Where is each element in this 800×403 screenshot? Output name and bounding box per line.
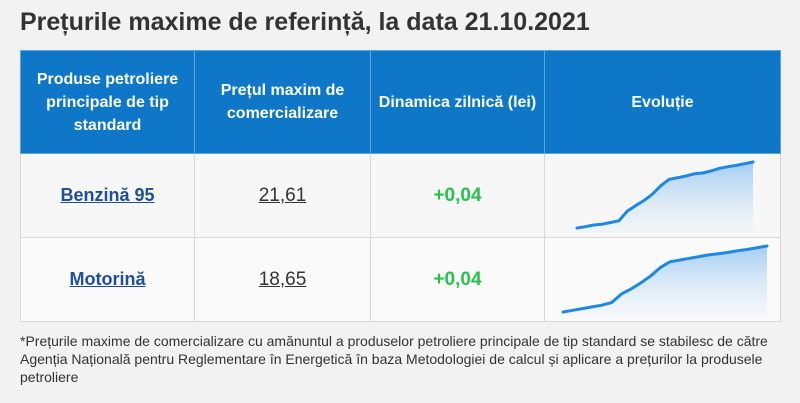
evolution-cell xyxy=(544,153,781,238)
product-cell: Motorină xyxy=(20,237,195,322)
header-evolution: Evoluție xyxy=(544,50,781,154)
header-product: Produse petroliere principale de tip sta… xyxy=(20,50,195,154)
sparkline-benzina-95 xyxy=(575,160,755,232)
evolution-cell xyxy=(544,237,781,322)
delta-cell: +0,04 xyxy=(370,153,545,238)
header-max-price: Prețul maxim de comercializare xyxy=(194,50,371,154)
daily-change-benzina-95: +0,04 xyxy=(433,184,482,206)
page-title: Prețurile maxime de referință, la data 2… xyxy=(20,8,590,36)
daily-change-motorina: +0,04 xyxy=(433,268,482,290)
header-daily-change: Dinamica zilnică (lei) xyxy=(370,50,545,154)
table-header-row: Produse petroliere principale de tip sta… xyxy=(20,50,781,154)
product-link-motorina[interactable]: Motorină xyxy=(69,269,146,289)
sparkline-area xyxy=(563,246,767,316)
footnote: *Prețurile maxime de comercializare cu a… xyxy=(20,333,768,385)
sparkline-motorina xyxy=(561,244,769,316)
product-link-benzina-95[interactable]: Benzină 95 xyxy=(60,185,155,205)
sparkline-area xyxy=(577,162,753,232)
price-cell: 21,61 xyxy=(194,153,371,238)
sparkline-line xyxy=(575,160,755,230)
table-row: Benzină 95 21,61 +0,04 xyxy=(20,153,781,238)
sparkline-line xyxy=(561,244,769,314)
price-link-benzina-95[interactable]: 21,61 xyxy=(258,184,307,206)
product-cell: Benzină 95 xyxy=(20,153,195,238)
price-cell: 18,65 xyxy=(194,237,371,322)
delta-cell: +0,04 xyxy=(370,237,545,322)
prices-table: Produse petroliere principale de tip sta… xyxy=(20,50,781,322)
table-row: Motorină 18,65 +0,04 xyxy=(20,237,781,322)
price-link-motorina[interactable]: 18,65 xyxy=(258,268,307,290)
